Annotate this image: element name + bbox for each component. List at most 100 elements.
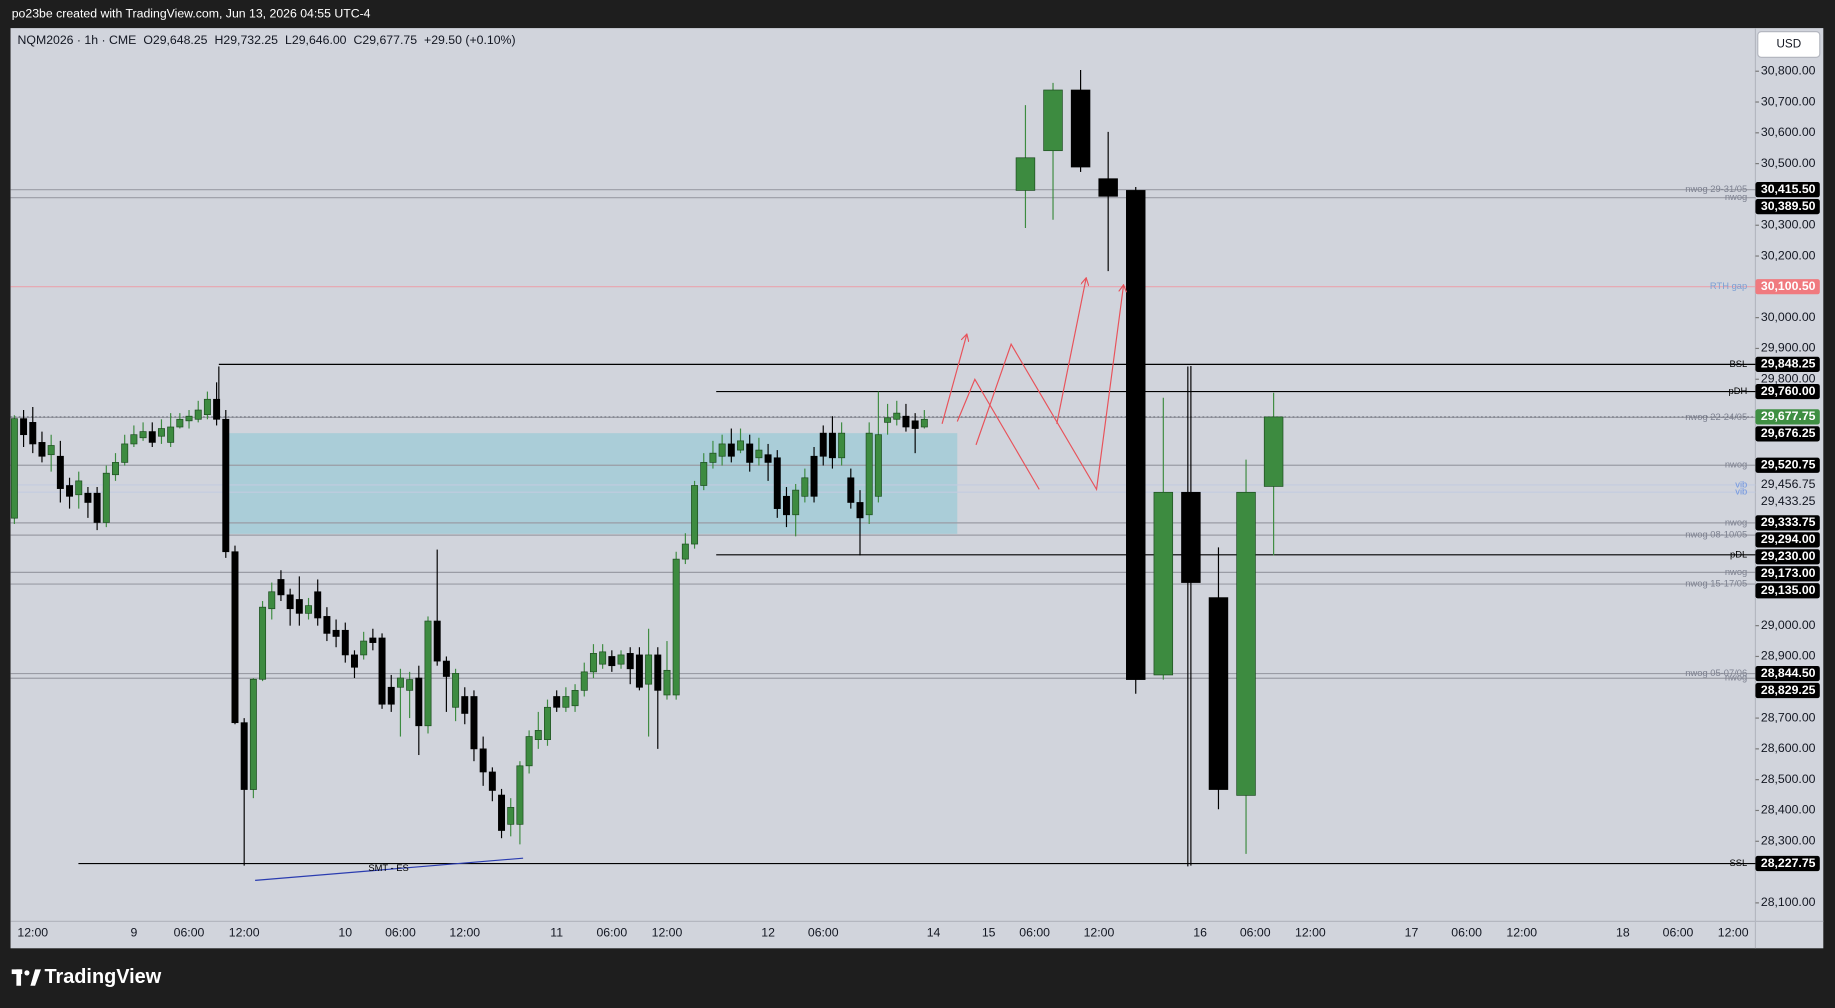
y-tick-label: 30,500.00: [1761, 156, 1816, 170]
candle-body: [893, 412, 901, 420]
candle-body: [617, 654, 625, 665]
symbol: NQM2026 · 1h · CME: [18, 33, 137, 47]
price-label-box: [1755, 457, 1820, 473]
candle-body: [387, 686, 395, 705]
y-tick-label: 28,600.00: [1761, 741, 1816, 755]
level-name: nwog: [1725, 460, 1747, 470]
candle-body: [130, 434, 138, 445]
candle-body: [194, 409, 202, 420]
y-tick-label: 28,900.00: [1761, 649, 1816, 663]
candle-body: [213, 398, 221, 420]
x-tick-label: 15: [982, 925, 996, 939]
candle-body: [350, 654, 358, 668]
candle-body: [433, 620, 441, 662]
price-label-box: [1755, 855, 1820, 872]
x-tick-label: 12: [761, 925, 775, 939]
candle-body: [341, 629, 349, 656]
price-label-box: [1755, 182, 1820, 198]
y-tick-label: 28,100.00: [1761, 895, 1816, 909]
candle-body: [782, 495, 790, 516]
price-label: 29,520.75: [1761, 458, 1816, 472]
candle-body: [507, 807, 515, 825]
x-tick-label: 14: [927, 925, 941, 939]
y-tick-label: 28,500.00: [1761, 772, 1816, 786]
price-label: 29,676.25: [1761, 426, 1816, 440]
candle-body: [589, 653, 597, 673]
candle-body: [1070, 89, 1091, 168]
candle-body: [56, 455, 64, 489]
candle-body: [157, 428, 165, 437]
candle-body: [406, 679, 414, 691]
price-label-box: [1755, 566, 1820, 582]
candle-body: [874, 434, 882, 497]
x-tick-label: 12:00: [449, 925, 480, 939]
candle-body: [801, 477, 809, 497]
level-name: nwog: [1725, 673, 1747, 683]
candle-body: [672, 558, 680, 696]
candle-body: [562, 696, 570, 708]
price-label-box: [1755, 549, 1820, 565]
price-label-box: [1755, 409, 1820, 425]
candle-body: [1208, 597, 1229, 790]
ohlc: L29,646.00: [285, 33, 347, 47]
level-name: pDL: [1730, 549, 1747, 559]
time-axis: 12:00 9 06:00 12:00 10 06:00 12:00 11 06:00 12:00…: [17, 925, 1748, 939]
candle-body: [203, 398, 211, 416]
candle-body: [865, 432, 873, 516]
candle-body: [737, 440, 744, 451]
ohlc: O29,648.25: [143, 33, 207, 47]
logo-mark: [24, 970, 30, 976]
candle-body: [277, 579, 285, 596]
x-tick-label: 12:00: [1295, 925, 1326, 939]
price-label: 29,294.00: [1761, 532, 1816, 546]
level-name: nwog: [1725, 517, 1747, 527]
level-name: pDH: [1728, 386, 1747, 396]
x-tick-label: 11: [550, 925, 563, 939]
candle-body: [498, 794, 506, 831]
candle-body: [727, 443, 735, 457]
candle-body: [378, 637, 386, 705]
candle-body: [47, 445, 55, 456]
candle-body: [176, 418, 184, 428]
y-tick-label: 28,700.00: [1761, 710, 1816, 724]
x-tick-label: 06:00: [596, 925, 627, 939]
arrow: [956, 378, 1040, 490]
candle-body: [902, 415, 910, 428]
candle-body: [305, 605, 312, 614]
price-label: 29,760.00: [1761, 384, 1816, 398]
candle-body: [1153, 491, 1174, 676]
candle-body: [1236, 491, 1256, 796]
x-tick-label: 12:00: [1718, 925, 1749, 939]
candle-body: [920, 418, 928, 428]
level-name: BSL: [1730, 359, 1748, 369]
price-label: 28,829.25: [1761, 683, 1816, 697]
currency[interactable]: USD: [1776, 38, 1801, 51]
candle-body: [746, 443, 754, 463]
price-label-box: [1755, 356, 1820, 372]
y-tick-label: 30,300.00: [1761, 217, 1816, 231]
candle-body: [332, 629, 340, 637]
y-tick-label: 30,600.00: [1761, 125, 1816, 139]
candle-body: [525, 736, 533, 767]
candle-body: [461, 696, 469, 714]
candle-body: [249, 678, 257, 790]
candle-body: [709, 452, 717, 463]
x-tick-label: 12:00: [1506, 925, 1537, 939]
currency-button[interactable]: [1757, 31, 1821, 58]
level-name: nwog: [1725, 567, 1747, 577]
y-tick-label: 30,200.00: [1761, 248, 1816, 262]
y-tick-label: 30,700.00: [1761, 94, 1816, 108]
ohlc: H29,732.25: [215, 33, 279, 47]
x-tick-label: 06:00: [1019, 925, 1050, 939]
price-label-box: [1755, 199, 1820, 215]
candle-body: [488, 771, 496, 791]
candle-body: [755, 449, 763, 459]
candle-body: [626, 653, 634, 670]
candle-body: [580, 671, 588, 691]
price-label-box: [1755, 682, 1820, 699]
candle-body: [452, 673, 460, 708]
x-tick-label: 06:00: [808, 925, 839, 939]
x-tick-label: 17: [1405, 925, 1419, 939]
